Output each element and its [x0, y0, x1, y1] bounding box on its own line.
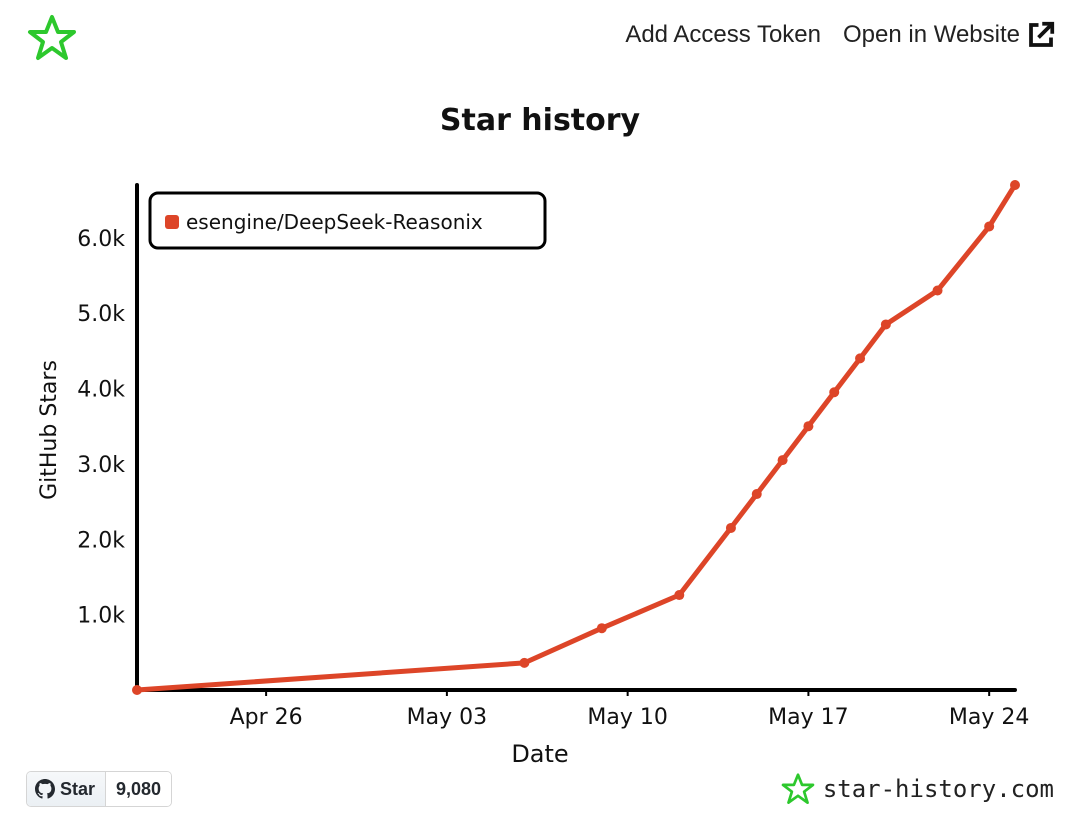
series-line: [134, 182, 1018, 693]
series-point: [803, 421, 814, 432]
y-tick-label: 6.0k: [77, 227, 125, 252]
external-link-icon: [1029, 21, 1055, 47]
series-point: [829, 387, 840, 398]
y-tick-label: 2.0k: [77, 528, 125, 553]
series-point: [751, 489, 762, 500]
github-star-button[interactable]: Star: [27, 772, 107, 806]
series-point: [777, 455, 788, 466]
x-tick-label: Apr 26: [230, 705, 303, 730]
star-history-logo-icon: [781, 773, 815, 804]
series-point: [932, 285, 943, 296]
y-tick-label: 5.0k: [77, 302, 125, 327]
legend-label: esengine/DeepSeek-Reasonix: [186, 210, 483, 234]
github-icon: [35, 779, 55, 799]
star-label: Star: [60, 778, 96, 799]
series-point: [725, 522, 736, 533]
x-tick-label: May 17: [768, 705, 848, 730]
chart-title: Star history: [440, 103, 641, 138]
star-count[interactable]: 9,080: [106, 772, 172, 806]
series-point: [984, 221, 995, 232]
top-links: Add Access Token Open in Website: [625, 20, 1056, 50]
add-access-token-link[interactable]: Add Access Token: [625, 21, 821, 48]
y-tick-label: 1.0k: [77, 604, 125, 629]
x-tick-label: May 10: [587, 705, 667, 730]
open-in-website-label: Open in Website: [843, 21, 1020, 48]
open-in-website-link[interactable]: Open in Website: [843, 20, 1056, 50]
series-point: [519, 657, 530, 668]
series-point: [880, 319, 891, 330]
x-tick-label: May 03: [407, 705, 487, 730]
star-history-logo-icon[interactable]: [27, 13, 77, 63]
y-tick-label: 3.0k: [77, 453, 125, 478]
brand-link[interactable]: star-history.com: [781, 772, 1054, 806]
github-star-widget: Star 9,080: [26, 771, 173, 807]
series-point: [596, 623, 607, 634]
legend-swatch: [165, 215, 179, 229]
x-tick-label: May 24: [949, 705, 1029, 730]
y-tick-label: 4.0k: [77, 378, 125, 403]
x-axis-label: Date: [511, 740, 568, 768]
legend-box: [148, 191, 547, 250]
series-point: [1010, 180, 1020, 190]
series-point: [674, 590, 685, 601]
series-point: [855, 353, 866, 364]
legend: esengine/DeepSeek-Reasonix: [148, 191, 547, 250]
brand-text: star-history.com: [822, 775, 1054, 803]
y-axis-label: GitHub Stars: [37, 360, 62, 500]
series-point: [132, 685, 142, 695]
